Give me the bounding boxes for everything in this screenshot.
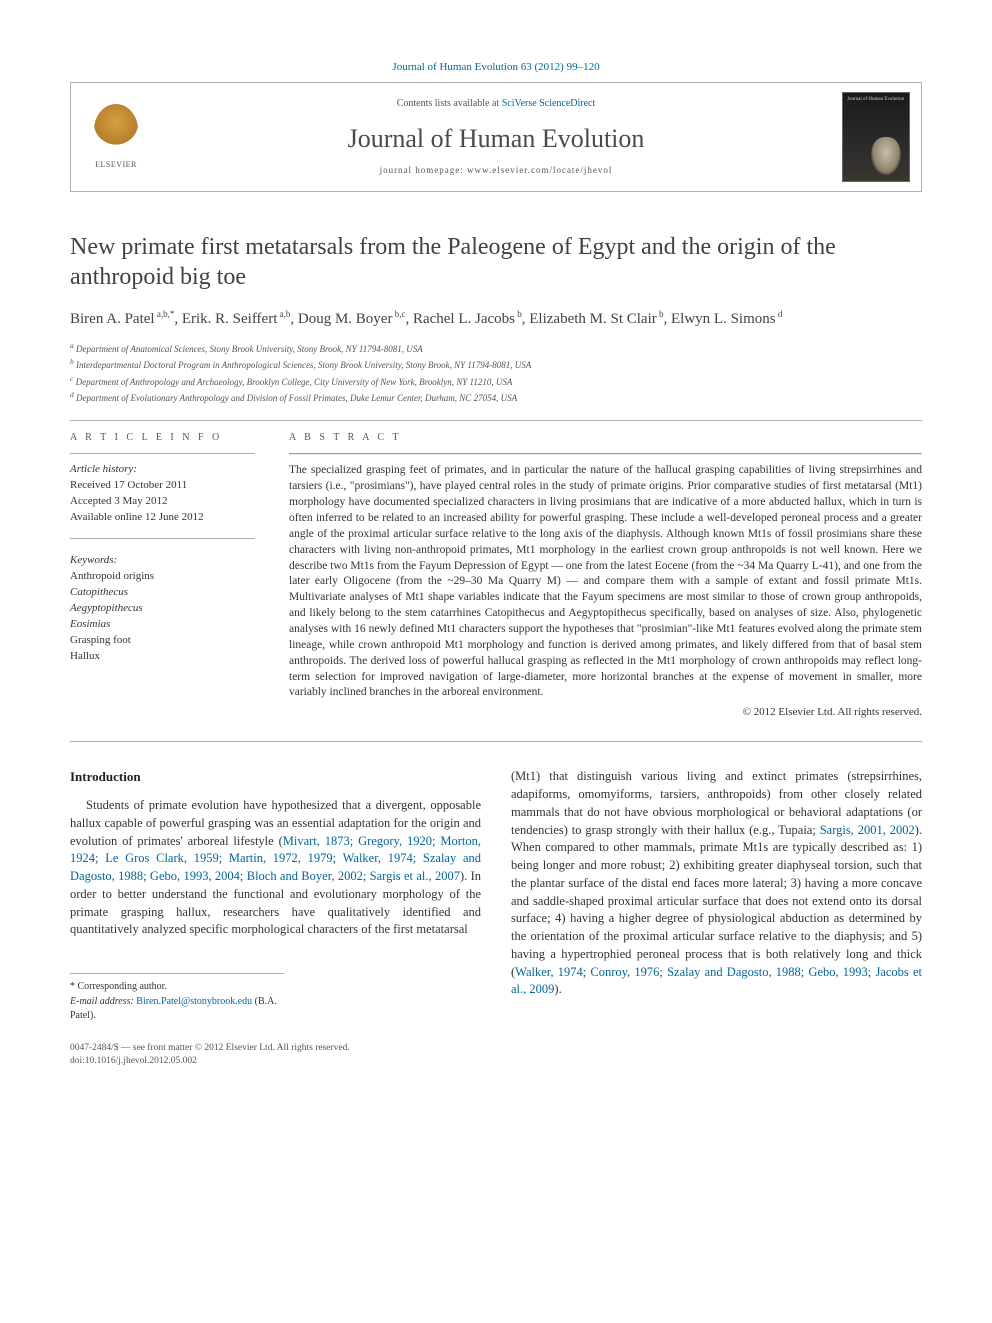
homepage-url[interactable]: www.elsevier.com/locate/jhevol xyxy=(467,165,612,175)
intro-citations-2[interactable]: Sargis, 2001, 2002 xyxy=(820,823,915,837)
intro-citations-3[interactable]: Walker, 1974; Conroy, 1976; Szalay and D… xyxy=(511,965,922,997)
abstract-heading: A B S T R A C T xyxy=(289,431,922,446)
corresponding-author-block: * Corresponding author. E-mail address: … xyxy=(70,973,284,1024)
header-center: Contents lists available at SciVerse Sci… xyxy=(161,83,831,191)
keyword: Aegyptopithecus xyxy=(70,601,255,617)
elsevier-logo[interactable]: ELSEVIER xyxy=(86,97,146,177)
elsevier-tree-icon xyxy=(94,104,138,156)
keyword: Anthropoid origins xyxy=(70,569,255,585)
keyword: Grasping foot xyxy=(70,633,255,649)
article-history-heading: Article history: xyxy=(70,462,255,478)
publisher-logo-cell: ELSEVIER xyxy=(71,83,161,191)
doi-line: doi:10.1016/j.jhevol.2012.05.002 xyxy=(70,1055,922,1068)
footer-meta: 0047-2484/$ — see front matter © 2012 El… xyxy=(70,1042,922,1069)
contents-prefix: Contents lists available at xyxy=(397,98,502,109)
keywords-heading: Keywords: xyxy=(70,553,255,569)
affiliations: a Department of Anatomical Sciences, Sto… xyxy=(70,340,922,406)
abstract-column: A B S T R A C T The specialized grasping… xyxy=(289,431,922,721)
cover-skull-icon xyxy=(871,137,901,175)
front-matter-line: 0047-2484/$ — see front matter © 2012 El… xyxy=(70,1042,922,1055)
journal-title: Journal of Human Evolution xyxy=(348,120,645,158)
intro-paragraph-1-cont: (Mt1) that distinguish various living an… xyxy=(511,768,922,999)
divider-mid xyxy=(70,741,922,742)
body-two-columns: Introduction Students of primate evoluti… xyxy=(70,768,922,1023)
info-rule-1 xyxy=(70,453,255,454)
body-column-right: (Mt1) that distinguish various living an… xyxy=(511,768,922,1023)
online-date: Available online 12 June 2012 xyxy=(70,510,255,526)
keyword: Catopithecus xyxy=(70,585,255,601)
affiliation-row: b Interdepartmental Doctoral Program in … xyxy=(70,356,922,373)
email-label: E-mail address: xyxy=(70,996,136,1007)
page: Journal of Human Evolution 63 (2012) 99–… xyxy=(0,0,992,1108)
corresponding-author-label: * Corresponding author. xyxy=(70,980,284,995)
article-info-heading: A R T I C L E I N F O xyxy=(70,431,255,446)
introduction-heading: Introduction xyxy=(70,768,481,787)
keywords-list: Anthropoid originsCatopithecusAegyptopit… xyxy=(70,569,255,665)
elsevier-label: ELSEVIER xyxy=(95,159,137,171)
author-list: Biren A. Patel a,b,*, Erik. R. Seiffert … xyxy=(70,308,922,330)
abstract-text: The specialized grasping feet of primate… xyxy=(289,463,922,701)
article-info-column: A R T I C L E I N F O Article history: R… xyxy=(70,431,255,721)
journal-homepage-line: journal homepage: www.elsevier.com/locat… xyxy=(380,164,613,177)
body-column-left: Introduction Students of primate evoluti… xyxy=(70,768,481,1023)
homepage-prefix: journal homepage: xyxy=(380,165,467,175)
journal-header-box: ELSEVIER Contents lists available at Sci… xyxy=(70,82,922,192)
cover-thumb-title: Journal of Human Evolution xyxy=(847,97,904,103)
intro-text-2b: ). When compared to other mammals, prima… xyxy=(511,823,922,979)
intro-text-2c: ). xyxy=(554,982,561,996)
cover-thumbnail-cell: Journal of Human Evolution xyxy=(831,83,921,191)
intro-paragraph-1: Students of primate evolution have hypot… xyxy=(70,797,481,939)
journal-cover-thumbnail[interactable]: Journal of Human Evolution xyxy=(842,92,910,182)
sciencedirect-link[interactable]: SciVerse ScienceDirect xyxy=(502,98,596,109)
accepted-date: Accepted 3 May 2012 xyxy=(70,494,255,510)
article-title: New primate first metatarsals from the P… xyxy=(70,232,922,292)
journal-citation: Journal of Human Evolution 63 (2012) 99–… xyxy=(70,60,922,76)
affiliation-row: c Department of Anthropology and Archaeo… xyxy=(70,373,922,390)
divider-top xyxy=(70,420,922,421)
contents-available-line: Contents lists available at SciVerse Sci… xyxy=(397,97,596,112)
keyword: Hallux xyxy=(70,649,255,665)
corresponding-email-line: E-mail address: Biren.Patel@stonybrook.e… xyxy=(70,995,284,1024)
affiliation-row: a Department of Anatomical Sciences, Sto… xyxy=(70,340,922,357)
corresponding-email[interactable]: Biren.Patel@stonybrook.edu xyxy=(136,996,252,1007)
affiliation-row: d Department of Evolutionary Anthropolog… xyxy=(70,389,922,406)
info-abstract-row: A R T I C L E I N F O Article history: R… xyxy=(70,431,922,721)
info-rule-2 xyxy=(70,538,255,539)
keyword: Eosimias xyxy=(70,617,255,633)
abstract-copyright: © 2012 Elsevier Ltd. All rights reserved… xyxy=(289,705,922,721)
received-date: Received 17 October 2011 xyxy=(70,478,255,494)
abstract-rule xyxy=(289,453,922,455)
